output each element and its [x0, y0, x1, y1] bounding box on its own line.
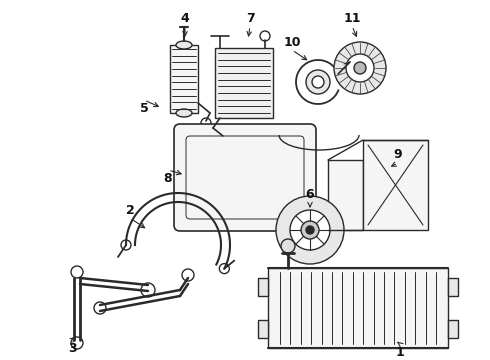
- Circle shape: [71, 337, 83, 349]
- Circle shape: [201, 118, 211, 128]
- Circle shape: [312, 76, 324, 88]
- Ellipse shape: [176, 109, 192, 117]
- Bar: [170, 45, 198, 113]
- Bar: [258, 320, 268, 338]
- Circle shape: [220, 264, 229, 274]
- Circle shape: [354, 62, 366, 74]
- Circle shape: [260, 31, 270, 41]
- Bar: [268, 268, 448, 348]
- Bar: [448, 320, 458, 338]
- Text: 10: 10: [283, 36, 301, 49]
- Circle shape: [94, 302, 106, 314]
- Text: 4: 4: [181, 12, 189, 24]
- Bar: [328, 160, 363, 230]
- FancyBboxPatch shape: [174, 124, 316, 231]
- Text: 11: 11: [343, 12, 361, 24]
- Bar: [363, 140, 428, 230]
- Circle shape: [301, 221, 319, 239]
- Text: 3: 3: [68, 342, 76, 355]
- Text: 6: 6: [306, 189, 314, 202]
- Circle shape: [346, 54, 374, 82]
- Text: 1: 1: [395, 346, 404, 359]
- Text: 5: 5: [140, 102, 148, 114]
- Circle shape: [121, 240, 131, 250]
- Circle shape: [281, 239, 295, 253]
- Circle shape: [182, 269, 194, 281]
- Circle shape: [290, 210, 330, 250]
- Circle shape: [334, 42, 386, 94]
- Circle shape: [276, 196, 344, 264]
- Circle shape: [71, 266, 83, 278]
- Circle shape: [141, 283, 155, 297]
- Circle shape: [219, 134, 227, 142]
- Text: 2: 2: [125, 203, 134, 216]
- Bar: [258, 278, 268, 296]
- Text: 9: 9: [393, 148, 402, 162]
- Circle shape: [306, 70, 330, 94]
- Bar: [448, 278, 458, 296]
- Text: 8: 8: [164, 171, 172, 184]
- Bar: [215, 48, 273, 118]
- Text: 7: 7: [245, 12, 254, 24]
- Ellipse shape: [176, 41, 192, 49]
- Circle shape: [306, 226, 314, 234]
